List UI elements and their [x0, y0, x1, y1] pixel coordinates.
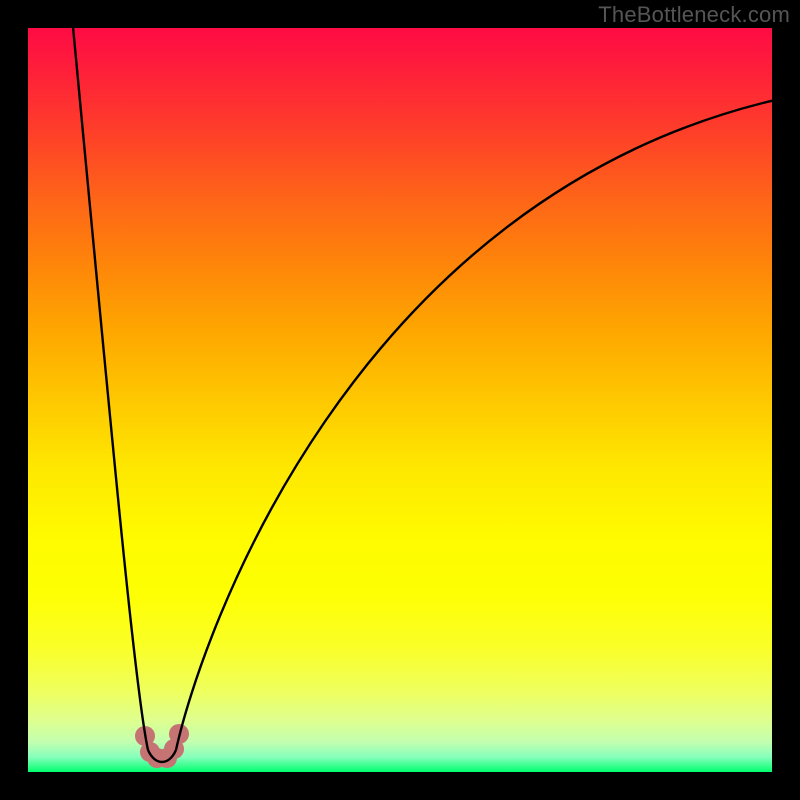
bottleneck-chart [0, 0, 800, 800]
watermark-text: TheBottleneck.com [598, 2, 790, 28]
gradient-background [28, 28, 772, 772]
chart-container: TheBottleneck.com [0, 0, 800, 800]
